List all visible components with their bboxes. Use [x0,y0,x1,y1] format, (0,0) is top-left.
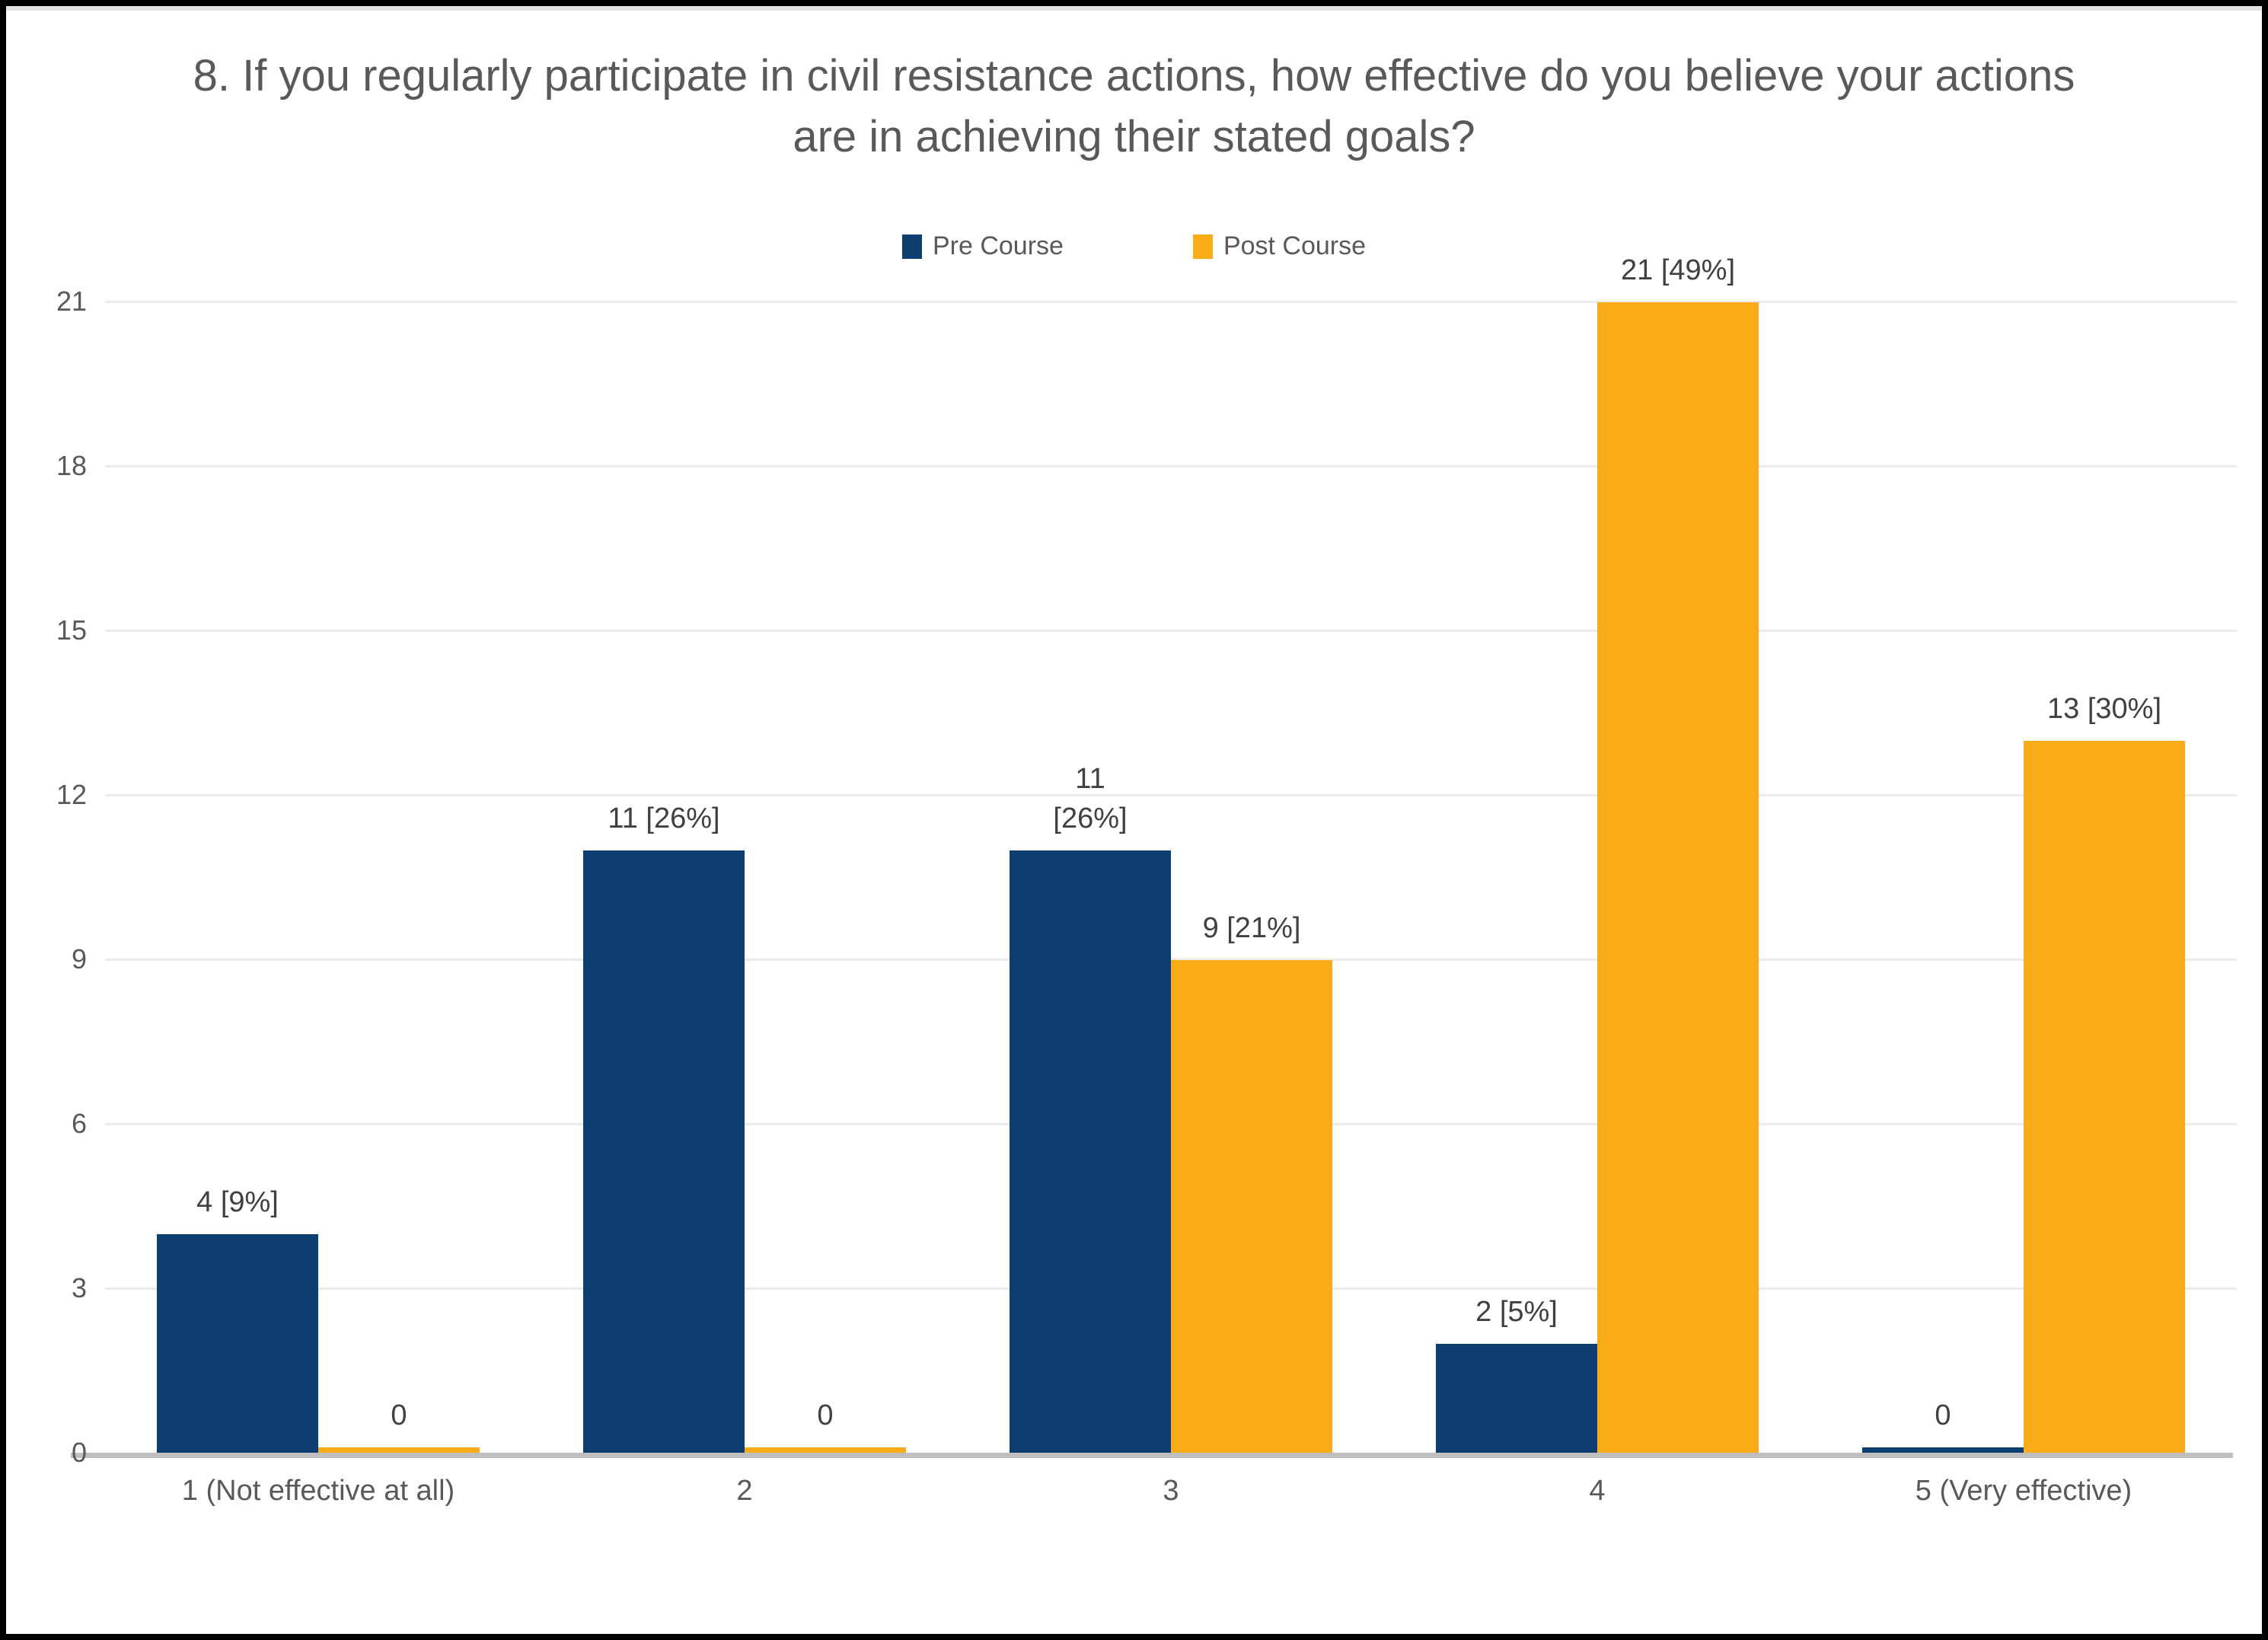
category-group-5: 0 13 [30%] 5 (Very effective) [1810,302,2237,1507]
bar-post-course [745,1447,906,1453]
bar-value-label: 11 [26%] [1053,763,1128,834]
bar-pre-course [1010,850,1171,1453]
bar-column: 11 [26%] [583,802,745,1453]
gridline-12 [105,794,2237,796]
plot-area: 4 [9%] 0 1 (Not effective at all) 11 [26%] 0… [105,254,2237,1507]
y-axis-tick-label-0: 0 [71,1437,87,1468]
bar-column: 21 [49%] [1597,254,1759,1453]
bar-pre-course [1862,1447,2024,1453]
y-axis-tick-label-18: 18 [56,450,87,481]
x-axis-category-label: 4 [1589,1475,1606,1507]
gridline-15 [105,630,2237,632]
legend: Pre Course Post Course [6,231,2262,261]
bar-value-label: 13 [30%] [2047,693,2161,725]
bar-column: 11 [26%] [1010,763,1171,1453]
bar-column: 13 [30%] [2024,693,2185,1453]
category-group-3: 11 [26%] 9 [21%] 3 [958,302,1384,1507]
bar-value-label: 4 [9%] [196,1186,279,1218]
legend-item-pre-course: Pre Course [901,231,1064,261]
y-axis-tick-label-6: 6 [71,1108,87,1139]
post-course-swatch-icon [1192,234,1213,259]
x-axis-line [71,1453,2233,1458]
bar-value-label: 21 [49%] [1621,254,1735,286]
bar-post-course [1171,960,1332,1453]
bar-column: 9 [21%] [1171,912,1332,1453]
bar-column: 0 [318,1399,480,1453]
bar-value-label: 2 [5%] [1475,1296,1558,1328]
bar-value-label: 0 [391,1399,407,1431]
bar-column: 2 [5%] [1436,1296,1597,1453]
bar-post-course [1597,302,1759,1453]
x-axis-category-label: 5 (Very effective) [1915,1475,2132,1507]
legend-label-post-course: Post Course [1223,231,1367,260]
y-axis-tick-label-21: 21 [56,286,87,317]
pre-course-swatch-icon [901,234,922,259]
bar-value-label: 0 [1935,1399,1951,1431]
y-axis-tick-label-12: 12 [56,779,87,810]
y-axis-tick-label-15: 15 [56,614,87,646]
y-axis-tick-label-9: 9 [71,943,87,975]
bar-value-label: 9 [21%] [1202,912,1301,944]
bar-pre-course [157,1234,318,1453]
legend-label-pre-course: Pre Course [932,231,1064,260]
bar-groups: 4 [9%] 0 1 (Not effective at all) 11 [26%] 0… [105,254,2237,1507]
gridline-9 [105,959,2237,961]
window-top-edge [6,6,2262,11]
bar-post-course [318,1447,480,1453]
category-group-1: 4 [9%] 0 1 (Not effective at all) [105,302,531,1507]
x-axis-category-label: 2 [736,1475,753,1507]
gridline-18 [105,465,2237,467]
category-group-2: 11 [26%] 0 2 [531,302,958,1507]
y-axis-tick-label-3: 3 [71,1272,87,1303]
x-axis-category-label: 3 [1163,1475,1179,1507]
bar-pre-course [583,850,745,1453]
gridline-21 [105,301,2237,303]
bar-value-label: 0 [817,1399,834,1431]
bar-post-course [2024,741,2185,1453]
bar-value-label: 11 [26%] [608,802,720,834]
bar-column: 0 [1862,1399,2024,1453]
category-group-4: 2 [5%] 21 [49%] 4 [1384,254,1810,1507]
bar-column: 4 [9%] [157,1186,318,1453]
bar-pre-course [1436,1344,1597,1453]
bar-column: 0 [745,1399,906,1453]
chart-title: 8. If you regularly participate in civil… [193,51,2075,161]
legend-item-post-course: Post Course [1192,231,1367,261]
x-axis-category-label: 1 (Not effective at all) [181,1475,455,1507]
